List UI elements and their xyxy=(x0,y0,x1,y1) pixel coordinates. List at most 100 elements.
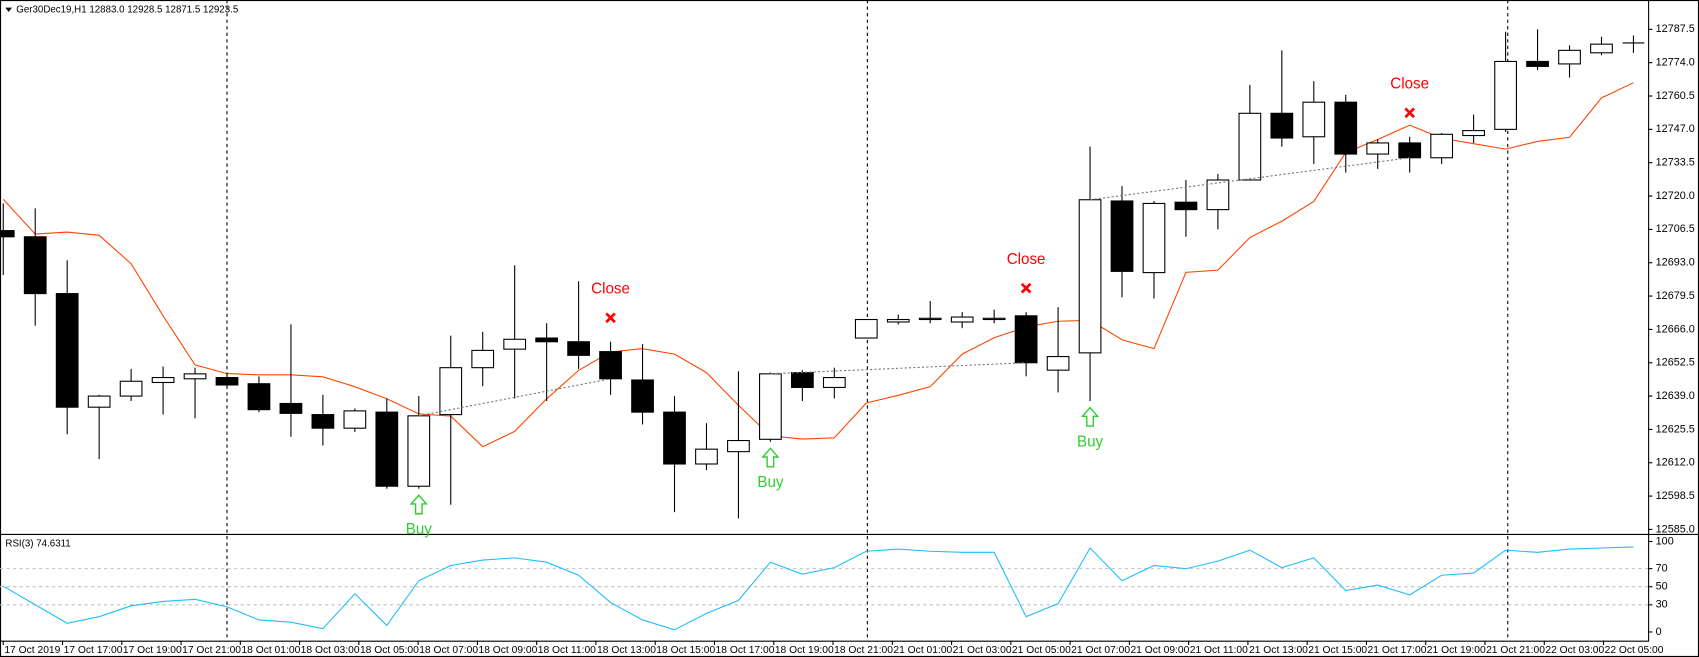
close-label: Close xyxy=(1007,251,1046,268)
close-label: Close xyxy=(1390,75,1429,92)
chart-header: Ger30Dec19,H1 12883.0 12928.5 12871.5 12… xyxy=(16,4,239,15)
candle-body xyxy=(1366,142,1390,155)
candle-body xyxy=(247,383,271,411)
candle-body xyxy=(119,380,143,397)
candle-body xyxy=(1206,179,1230,211)
x-tick-label: 21 Oct 05:00 xyxy=(1012,645,1071,656)
buy-arrow xyxy=(761,447,780,468)
candle-body xyxy=(1590,43,1613,54)
candle-body xyxy=(1174,201,1198,211)
x-tick-label: 17 Oct 21:00 xyxy=(182,645,241,656)
y-tick-label: 12585.0 xyxy=(1656,523,1695,535)
candle-body xyxy=(1430,133,1454,159)
y-tick-label: 30 xyxy=(1656,599,1668,611)
y-tick-label: 12720.0 xyxy=(1656,190,1695,202)
x-tick-label: 18 Oct 21:00 xyxy=(834,645,893,656)
y-tick-label: 12625.5 xyxy=(1656,423,1695,435)
x-tick-label: 21 Oct 07:00 xyxy=(1071,645,1130,656)
x-tick-label: 17 Oct 19:00 xyxy=(123,645,182,656)
y-tick-label: 70 xyxy=(1656,562,1668,574)
candle-body xyxy=(1270,112,1294,139)
candle-body xyxy=(790,372,814,388)
menu-triangle xyxy=(5,7,12,12)
x-tick-label: 21 Oct 15:00 xyxy=(1308,645,1367,656)
x-tick-label: 21 Oct 17:00 xyxy=(1368,645,1427,656)
candle-body xyxy=(1014,315,1038,364)
candle-body xyxy=(1142,202,1166,274)
indicator-title: RSI(3) 74.6311 xyxy=(5,538,70,549)
y-tick-label: 12774.0 xyxy=(1656,57,1695,69)
candle-body xyxy=(151,377,175,384)
y-tick-label: 12747.0 xyxy=(1656,123,1695,135)
x-tick-label: 17 Oct 2019 xyxy=(4,645,60,656)
candle-body xyxy=(471,349,495,369)
x-tick-label: 21 Oct 21:00 xyxy=(1486,645,1545,656)
candle-body xyxy=(1110,200,1134,272)
candle-body xyxy=(0,230,15,238)
x-tick-label: 17 Oct 17:00 xyxy=(64,645,123,656)
close-mark xyxy=(1404,107,1415,119)
x-tick-label: 18 Oct 13:00 xyxy=(597,645,656,656)
y-tick-label: 100 xyxy=(1656,535,1674,547)
close-label: Close xyxy=(591,280,630,297)
y-tick-label: 12598.5 xyxy=(1656,490,1695,502)
x-tick-label: 18 Oct 07:00 xyxy=(419,645,478,656)
candle-body xyxy=(343,410,367,429)
candle-body xyxy=(279,402,303,414)
y-tick-label: 12733.5 xyxy=(1656,157,1695,169)
x-tick-label: 18 Oct 03:00 xyxy=(301,645,360,656)
candle-body xyxy=(1078,199,1102,354)
candle-body xyxy=(55,293,79,408)
candle-body xyxy=(918,317,942,321)
y-tick-label: 12760.5 xyxy=(1656,90,1695,102)
x-tick-label: 22 Oct 05:00 xyxy=(1605,645,1664,656)
x-tick-label: 21 Oct 01:00 xyxy=(893,645,952,656)
candle-body xyxy=(1334,101,1358,155)
y-tick-label: 12639.0 xyxy=(1656,390,1695,402)
candle-body xyxy=(599,351,622,380)
x-tick-label: 18 Oct 17:00 xyxy=(716,645,775,656)
candle-body xyxy=(375,411,399,487)
candle-body xyxy=(822,377,846,388)
candle-body xyxy=(567,341,590,356)
candle-body xyxy=(854,318,878,339)
y-tick-label: 12666.0 xyxy=(1656,323,1695,335)
candle-body xyxy=(1302,101,1326,138)
candle-body xyxy=(695,448,718,465)
x-tick-label: 21 Oct 11:00 xyxy=(1190,645,1248,656)
indicator-line xyxy=(2,546,1634,631)
candle-body xyxy=(727,439,750,453)
candle-body xyxy=(215,377,239,386)
y-tick-label: 12787.5 xyxy=(1656,23,1695,35)
close-mark xyxy=(605,312,616,324)
candle-body xyxy=(950,316,974,323)
candle-body xyxy=(87,395,111,408)
y-tick-label: 12693.0 xyxy=(1656,257,1695,269)
candle-body xyxy=(183,373,207,380)
y-tick-label: 12652.5 xyxy=(1656,357,1695,369)
x-tick-label: 18 Oct 09:00 xyxy=(478,645,537,656)
buy-label: Buy xyxy=(1077,433,1104,450)
candle-body xyxy=(886,318,910,323)
x-tick-label: 21 Oct 03:00 xyxy=(953,645,1012,656)
candle-body xyxy=(439,367,463,416)
candle-body xyxy=(535,337,559,343)
candle-body xyxy=(759,373,782,440)
x-tick-label: 21 Oct 13:00 xyxy=(1249,645,1308,656)
candle-body xyxy=(311,414,335,429)
x-tick-label: 21 Oct 19:00 xyxy=(1427,645,1486,656)
candle-body xyxy=(1238,112,1262,181)
x-tick-label: 18 Oct 11:00 xyxy=(538,645,596,656)
candle-body xyxy=(1398,142,1422,159)
x-tick-label: 18 Oct 05:00 xyxy=(360,645,419,656)
trade-line xyxy=(1089,157,1410,201)
candle-body xyxy=(982,317,1006,321)
candle-body xyxy=(23,236,47,295)
y-tick-label: 12612.0 xyxy=(1656,457,1695,469)
x-tick-label: 18 Oct 01:00 xyxy=(241,645,300,656)
candle-body xyxy=(1526,60,1549,67)
indicator-line xyxy=(2,82,1634,448)
